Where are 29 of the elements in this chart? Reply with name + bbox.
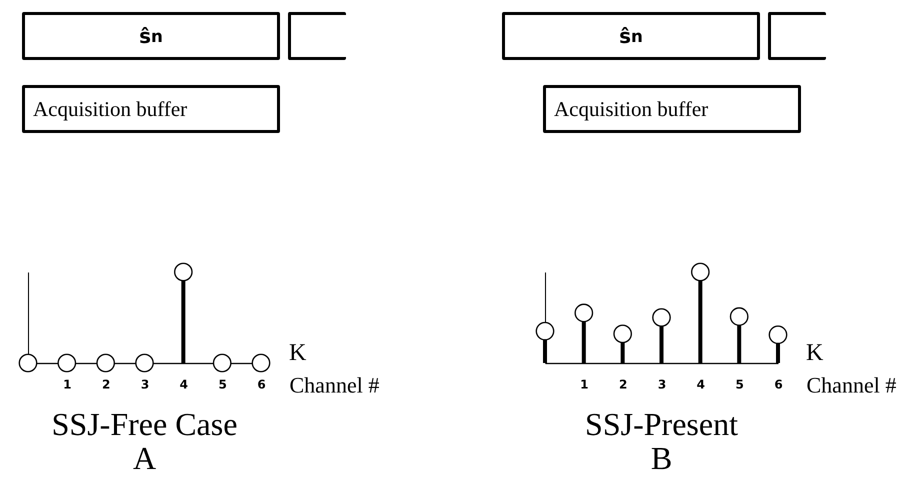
x-tick-label: 3 bbox=[140, 378, 150, 392]
point bbox=[768, 325, 788, 344]
point bbox=[691, 262, 710, 282]
x-tick-label: 6 bbox=[774, 378, 783, 392]
x-tick-label: 5 bbox=[218, 378, 227, 392]
text: B bbox=[650, 440, 672, 476]
text: K bbox=[289, 340, 307, 366]
x-tick-label: 3 bbox=[658, 378, 666, 392]
point bbox=[730, 307, 748, 326]
text: SSJ-Free Case bbox=[52, 406, 238, 442]
point bbox=[613, 324, 632, 344]
text: SSJ-Present bbox=[585, 406, 738, 442]
text-box: Acquisition buffer bbox=[543, 85, 801, 133]
x-tick-label: 1 bbox=[63, 378, 72, 392]
x-tick-label: 1 bbox=[580, 378, 589, 392]
point bbox=[536, 322, 554, 340]
text: A bbox=[132, 440, 156, 476]
point bbox=[574, 304, 594, 322]
x-tick-label: 4 bbox=[180, 378, 188, 392]
point bbox=[652, 308, 671, 327]
x-tick-label: 2 bbox=[102, 378, 110, 392]
text-box: Acquisition buffer bbox=[22, 85, 280, 133]
x-tick-label: 6 bbox=[257, 378, 266, 392]
x-tick-label: 2 bbox=[618, 378, 628, 392]
x-tick-label: 5 bbox=[735, 378, 744, 392]
x-tick-label: 4 bbox=[696, 378, 706, 392]
x-axis-title: Channel # bbox=[806, 372, 896, 398]
text: K bbox=[806, 340, 824, 366]
x-axis-title: Channel # bbox=[290, 372, 380, 398]
